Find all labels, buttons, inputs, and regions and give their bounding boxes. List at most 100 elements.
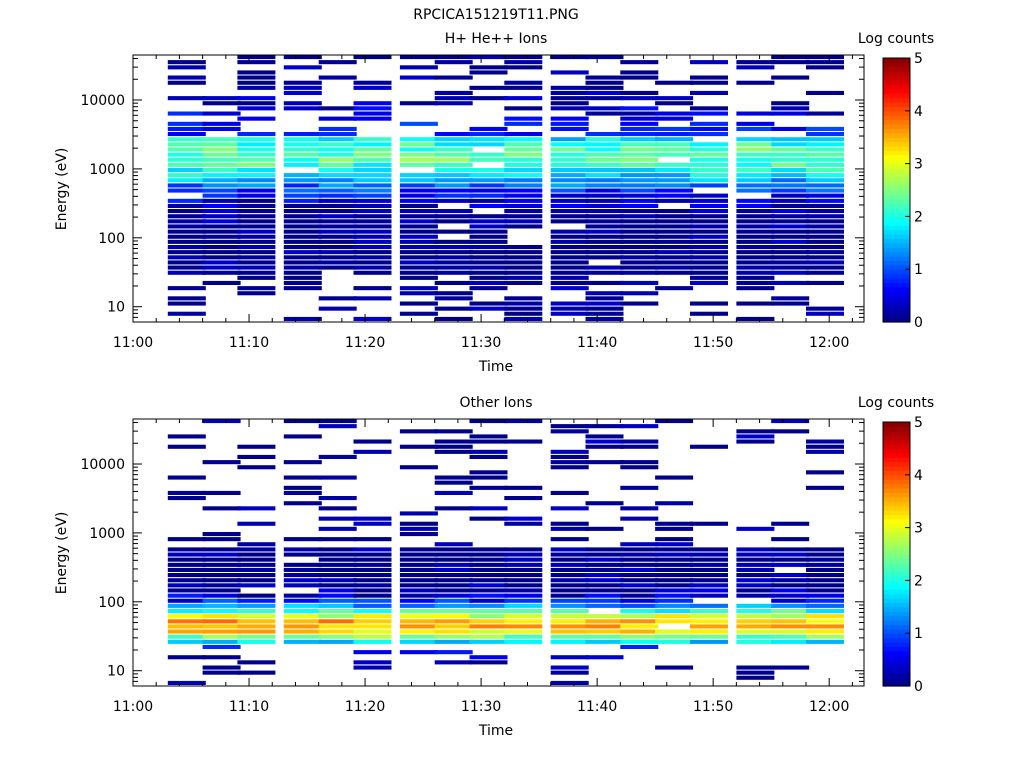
heatmap-cell bbox=[318, 619, 357, 624]
heatmap-cell bbox=[690, 106, 728, 111]
heatmap-cell bbox=[585, 234, 624, 239]
heatmap-cell bbox=[585, 270, 624, 275]
heatmap-cell bbox=[434, 603, 473, 608]
colorbar-swatch bbox=[883, 602, 910, 608]
heatmap-cell bbox=[237, 583, 276, 588]
heatmap-cell bbox=[806, 470, 844, 475]
heatmap-cell bbox=[283, 132, 322, 137]
heatmap-cell bbox=[237, 260, 276, 265]
heatmap-cell bbox=[504, 583, 543, 588]
colorbar-swatch bbox=[883, 677, 910, 683]
heatmap-cell bbox=[736, 198, 775, 203]
heatmap-cell bbox=[620, 214, 659, 219]
heatmap-cell bbox=[690, 219, 728, 224]
heatmap-cell bbox=[318, 234, 357, 239]
colorbar-swatch bbox=[883, 571, 910, 577]
heatmap-cell bbox=[469, 516, 508, 521]
heatmap-cell bbox=[167, 496, 206, 501]
heatmap-cell bbox=[771, 270, 810, 275]
heatmap-cell bbox=[353, 629, 392, 634]
heatmap-cell bbox=[318, 634, 357, 639]
heatmap-cell bbox=[690, 265, 728, 270]
heatmap-cell bbox=[237, 619, 276, 624]
heatmap-cell bbox=[237, 183, 276, 188]
heatmap-cell bbox=[736, 593, 775, 598]
heatmap-cell bbox=[469, 552, 508, 557]
heatmap-cell bbox=[318, 75, 357, 80]
heatmap-cell bbox=[690, 634, 728, 639]
heatmap-cell bbox=[690, 121, 728, 126]
heatmap-cell bbox=[237, 547, 276, 552]
heatmap-cell bbox=[469, 224, 508, 229]
heatmap-cell bbox=[690, 142, 728, 147]
heatmap-cell bbox=[399, 562, 438, 567]
heatmap-cell bbox=[399, 219, 438, 224]
heatmap-cell bbox=[237, 275, 276, 280]
colorbar-swatch bbox=[883, 655, 910, 661]
heatmap-cell bbox=[550, 183, 589, 188]
heatmap-cell bbox=[806, 55, 844, 60]
heatmap-cell bbox=[655, 126, 694, 131]
heatmap-cell bbox=[736, 578, 775, 583]
heatmap-cell bbox=[399, 152, 438, 157]
heatmap-cell bbox=[690, 521, 728, 526]
heatmap-cell bbox=[202, 557, 241, 562]
heatmap-cell bbox=[283, 619, 322, 624]
heatmap-cell bbox=[167, 578, 206, 583]
heatmap-cell bbox=[202, 629, 241, 634]
heatmap-cell bbox=[806, 547, 844, 552]
heatmap-cell bbox=[283, 255, 322, 260]
heatmap-cell bbox=[283, 214, 322, 219]
heatmap-cell bbox=[550, 188, 589, 193]
heatmap-cell bbox=[318, 578, 357, 583]
heatmap-cell bbox=[399, 291, 438, 296]
heatmap-cell bbox=[771, 614, 810, 619]
heatmap-cell bbox=[237, 132, 276, 137]
heatmap-cell bbox=[504, 96, 543, 101]
heatmap-cell bbox=[202, 567, 241, 572]
heatmap-cell bbox=[736, 639, 775, 644]
heatmap-cell bbox=[353, 573, 392, 578]
heatmap-cell bbox=[771, 260, 810, 265]
heatmap-cell bbox=[237, 270, 276, 275]
colorbar-tick-label: 5 bbox=[914, 415, 923, 431]
colorbar-swatch bbox=[883, 229, 910, 235]
heatmap-cell bbox=[434, 567, 473, 572]
heatmap-cell bbox=[434, 660, 473, 665]
heatmap-cell bbox=[283, 224, 322, 229]
heatmap-cell bbox=[283, 609, 322, 614]
heatmap-cell bbox=[504, 178, 543, 183]
colorbar-swatch bbox=[883, 620, 910, 625]
heatmap-cell bbox=[550, 157, 589, 162]
heatmap-cell bbox=[620, 547, 659, 552]
heatmap-cell bbox=[353, 316, 392, 321]
colorbar-swatch bbox=[883, 580, 910, 586]
heatmap-cell bbox=[434, 629, 473, 634]
heatmap-cell bbox=[469, 470, 508, 475]
heatmap-cell bbox=[469, 603, 508, 608]
heatmap-cell bbox=[237, 521, 276, 526]
heatmap-cell bbox=[550, 137, 589, 142]
colorbar-swatch bbox=[883, 185, 910, 191]
colorbar-tick-label: 1 bbox=[914, 262, 923, 278]
heatmap-cell bbox=[469, 598, 508, 603]
heatmap-cell bbox=[469, 567, 508, 572]
heatmap-cell bbox=[167, 183, 206, 188]
heatmap-cell bbox=[504, 311, 543, 316]
heatmap-cell bbox=[655, 547, 694, 552]
heatmap-cell bbox=[237, 229, 276, 234]
heatmap-cell bbox=[202, 193, 241, 198]
heatmap-cell bbox=[736, 147, 775, 152]
heatmap-cell bbox=[550, 562, 589, 567]
heatmap-cell bbox=[771, 547, 810, 552]
heatmap-cell bbox=[690, 573, 728, 578]
heatmap-cell bbox=[550, 665, 589, 670]
heatmap-cell bbox=[504, 80, 543, 85]
heatmap-cell bbox=[318, 239, 357, 244]
heatmap-cell bbox=[550, 214, 589, 219]
heatmap-cell bbox=[167, 157, 206, 162]
heatmap-cell bbox=[550, 609, 589, 614]
heatmap-cell bbox=[585, 198, 624, 203]
heatmap-cell bbox=[283, 147, 322, 152]
heatmap-cell bbox=[806, 162, 844, 167]
